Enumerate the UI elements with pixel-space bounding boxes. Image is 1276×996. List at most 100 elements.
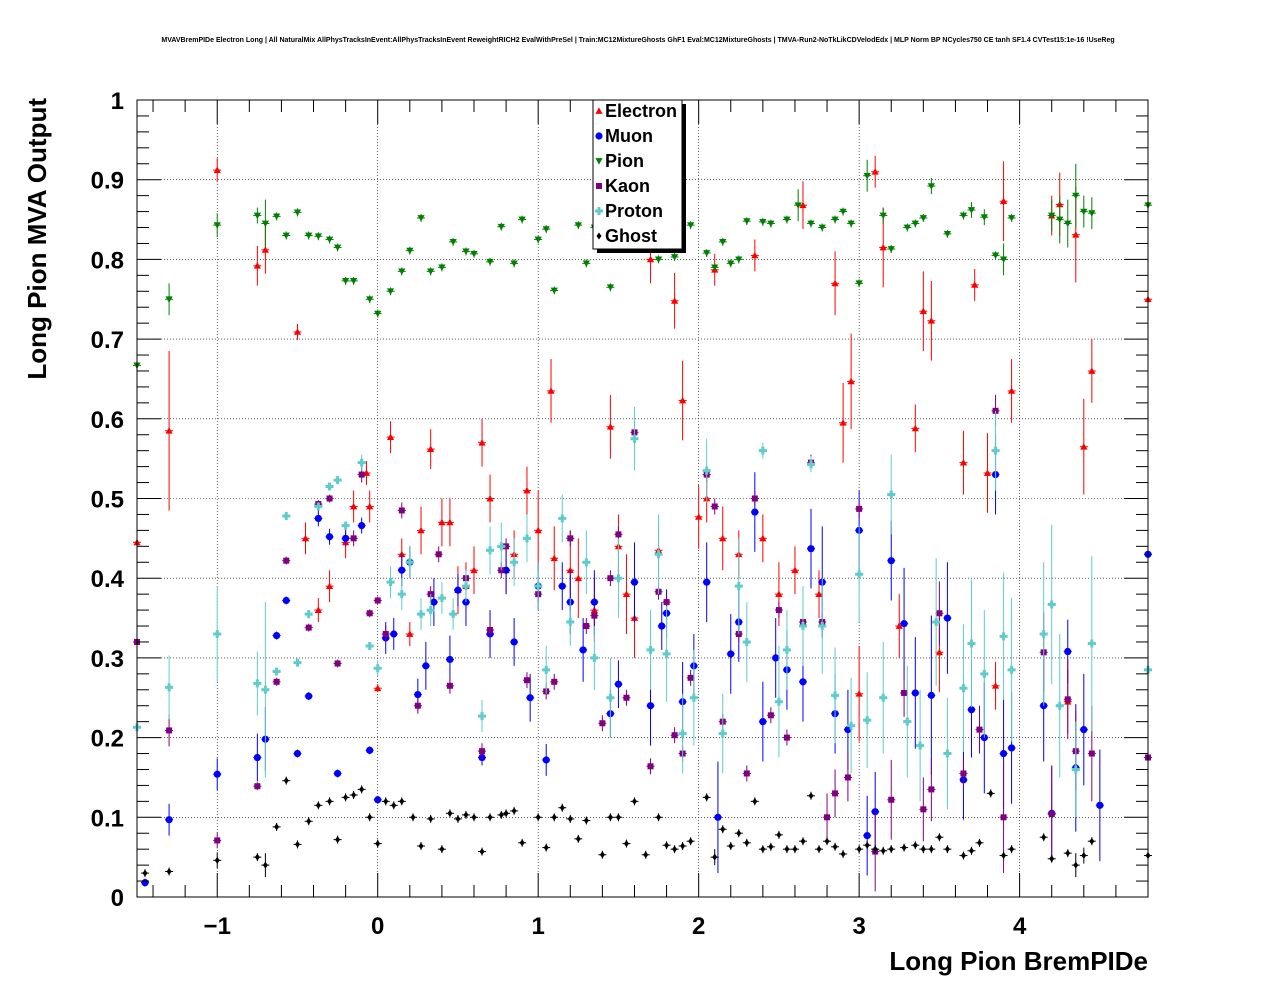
proton-point	[959, 624, 968, 752]
proton-point	[213, 586, 222, 682]
proton-marker	[689, 693, 698, 702]
ghost-marker	[575, 835, 581, 843]
ghost-marker	[728, 842, 734, 850]
pion-point	[726, 259, 735, 268]
muon-point	[165, 803, 174, 836]
ghost-marker	[471, 813, 477, 821]
kaon-marker	[783, 734, 790, 741]
kaon-marker	[607, 575, 614, 582]
ghost-marker	[988, 789, 994, 797]
muon-point	[558, 562, 567, 611]
proton-marker	[879, 693, 888, 702]
x-axis-label: Long Pion BremPIDe	[889, 946, 1148, 976]
kaon-marker	[888, 796, 895, 803]
proton-point	[782, 610, 791, 690]
ghost-marker	[283, 777, 289, 785]
electron-point	[486, 474, 495, 523]
kaon-point	[598, 715, 607, 732]
pion-marker	[1080, 208, 1088, 216]
kaon-point	[397, 502, 406, 519]
ghost-point	[453, 814, 462, 823]
pion-marker	[333, 244, 342, 252]
ghost-marker	[511, 807, 517, 815]
kaon-marker	[254, 783, 261, 790]
electron-point	[314, 598, 323, 623]
proton-marker	[734, 582, 743, 591]
electron-marker	[566, 566, 574, 574]
ghost-point	[409, 813, 418, 822]
pion-marker	[534, 236, 542, 244]
legend-kaon-label: Kaon	[605, 176, 650, 196]
electron-marker	[427, 445, 435, 452]
electron-marker	[679, 396, 687, 404]
data-layer	[133, 155, 1152, 892]
electron-point	[522, 466, 531, 515]
ghost-point	[911, 841, 920, 850]
ghost-point	[967, 846, 976, 855]
pion-point	[766, 219, 775, 228]
kaon-point	[766, 707, 775, 724]
pion-marker	[943, 231, 952, 238]
electron-marker	[1080, 443, 1088, 450]
ghost-point	[357, 785, 366, 794]
proton-marker	[959, 684, 968, 693]
kaon-marker	[751, 495, 758, 502]
ghost-point	[750, 797, 759, 806]
legend-item-proton: Proton	[595, 201, 663, 221]
muon-marker	[282, 596, 290, 605]
pion-marker	[417, 215, 425, 222]
pion-marker	[574, 222, 582, 229]
muon-point	[389, 618, 398, 650]
muon-marker	[558, 582, 566, 590]
ghost-marker	[792, 845, 798, 853]
electron-marker	[574, 574, 582, 582]
proton-point	[253, 651, 262, 716]
electron-marker	[719, 534, 727, 542]
ghost-marker	[664, 841, 670, 849]
ghost-point	[871, 845, 880, 854]
muon-marker	[414, 690, 422, 699]
ghost-marker	[936, 833, 942, 841]
pion-marker	[794, 202, 802, 209]
ghost-point	[943, 845, 952, 854]
muon-marker	[943, 614, 952, 622]
pion-marker	[510, 260, 518, 267]
ghost-point	[782, 845, 791, 854]
electron-marker	[775, 590, 783, 598]
proton-point	[863, 672, 872, 768]
kaon-marker	[214, 837, 221, 844]
pion-point	[282, 231, 291, 240]
proton-point	[534, 562, 543, 611]
kaon-marker	[856, 505, 863, 512]
proton-marker	[967, 639, 976, 648]
proton-marker	[1007, 665, 1016, 674]
pion-point	[991, 251, 1000, 260]
muon-marker	[863, 832, 871, 840]
kaon-marker	[166, 727, 173, 734]
proton-marker	[630, 434, 639, 443]
muon-point	[213, 758, 222, 791]
proton-marker	[325, 482, 334, 491]
ghost-point	[574, 834, 583, 843]
ghost-marker	[744, 839, 750, 847]
pion-point	[847, 219, 856, 228]
pion-marker	[282, 232, 290, 240]
muon-marker	[727, 650, 735, 658]
pion-point	[272, 212, 281, 221]
electron-point	[927, 280, 936, 361]
ghost-marker	[720, 825, 726, 833]
pion-marker	[703, 250, 711, 257]
proton-marker	[558, 514, 567, 523]
electron-point	[301, 522, 310, 555]
proton-marker	[333, 476, 342, 485]
pion-marker	[735, 256, 743, 263]
proton-marker	[980, 669, 989, 678]
kaon-marker	[366, 610, 373, 617]
muon-marker	[614, 680, 623, 688]
ghost-point	[381, 797, 390, 806]
ghost-point	[919, 845, 928, 854]
electron-marker	[959, 459, 968, 466]
pion-point	[510, 259, 519, 268]
axis-layer: −1 0 1 2 3 4 0 0.1 0.2 0.3 0.4 0.5 0.6 0.7 0.8 0.9 1	[91, 88, 1148, 940]
kaon-point	[381, 626, 390, 642]
